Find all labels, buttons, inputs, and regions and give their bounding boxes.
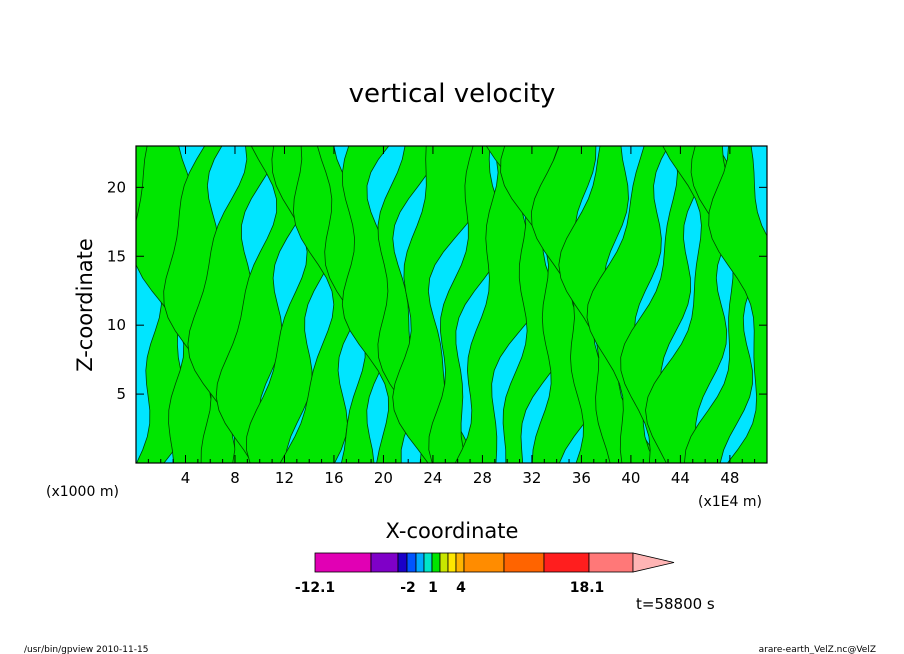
colorbar-tick-label: 18.1 [570,580,605,596]
x-unit-right: (x1E4 m) [698,494,762,510]
colorbar-segment [447,552,457,573]
x-unit-left: (x1000 m) [46,484,119,500]
colorbar-arrow [632,552,675,573]
colorbar-segment [588,552,634,573]
colorbar-segment [370,552,399,573]
positive-band [215,146,310,463]
positive-band [428,146,505,463]
y-tick-label: 10 [107,316,126,334]
colorbar-segment [503,552,545,573]
y-tick-label: 20 [107,178,126,196]
y-tick-label: 5 [116,385,126,403]
colorbar-segment [397,552,408,573]
positive-band [708,146,767,463]
colorbar [314,552,675,573]
positive-band [454,146,547,463]
x-tick-label: 4 [181,469,191,487]
colorbar-segment [455,552,465,573]
time-label: t=58800 s [636,595,715,613]
chart-title: vertical velocity [349,79,556,109]
colorbar-segment [406,552,417,573]
x-tick-label: 20 [374,469,393,487]
x-tick-label: 44 [671,469,690,487]
x-axis-label: X-coordinate [386,519,519,543]
plot-frame [135,145,768,464]
x-tick-label: 32 [522,469,541,487]
positive-band [620,146,709,463]
x-tick-label: 24 [423,469,442,487]
x-tick-label: 16 [324,469,343,487]
colorbar-tick-labels: -12.1 -2 1 4 18.1 [295,580,604,596]
x-tick-label: 36 [572,469,591,487]
colorbar-segment [423,552,433,573]
colorbar-segment [463,552,505,573]
colorbar-segment [415,552,425,573]
colorbar-tick-label: 1 [428,580,438,596]
x-tick-label: 12 [275,469,294,487]
x-tick-label: 48 [720,469,739,487]
colorbar-segment [439,552,449,573]
colorbar-segment [314,552,372,573]
colorbar-tick-label: 4 [456,580,466,596]
x-tick-label: 28 [473,469,492,487]
footer-left: /usr/bin/gpview 2010-11-15 [24,645,148,654]
positive-velocity-bands [136,146,767,463]
colorbar-tick-label: -12.1 [295,580,335,596]
y-tick-label: 15 [107,247,126,265]
x-tick-label: 8 [230,469,240,487]
y-axis-label: Z-coordinate [73,238,97,372]
footer-right: arare-earth_VelZ.nc@VelZ [759,645,876,654]
colorbar-tick-label: -2 [400,580,416,596]
y-axis-ticks: 5 10 15 20 [107,178,767,403]
x-tick-label: 40 [621,469,640,487]
positive-band [392,146,485,463]
colorbar-segment [543,552,590,573]
x-axis-ticks: 4 8 12 16 20 24 28 32 36 40 44 48 [147,146,756,487]
colorbar-segment [431,552,441,573]
